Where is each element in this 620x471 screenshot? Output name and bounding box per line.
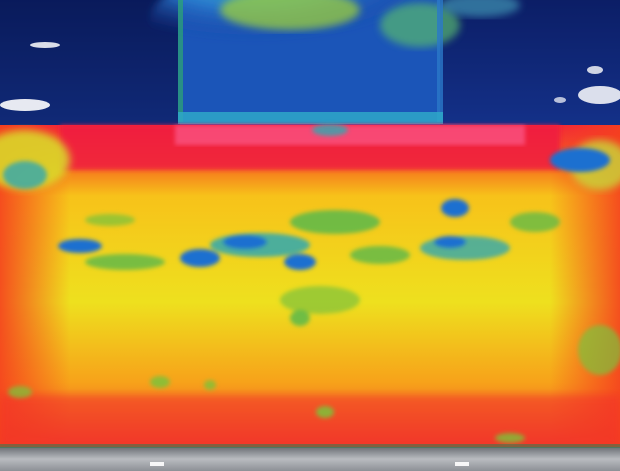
grey-floor-strip xyxy=(0,444,620,471)
hot-surface-body xyxy=(0,125,620,447)
cold-background-wall xyxy=(0,0,620,130)
cool-patches xyxy=(3,124,620,443)
